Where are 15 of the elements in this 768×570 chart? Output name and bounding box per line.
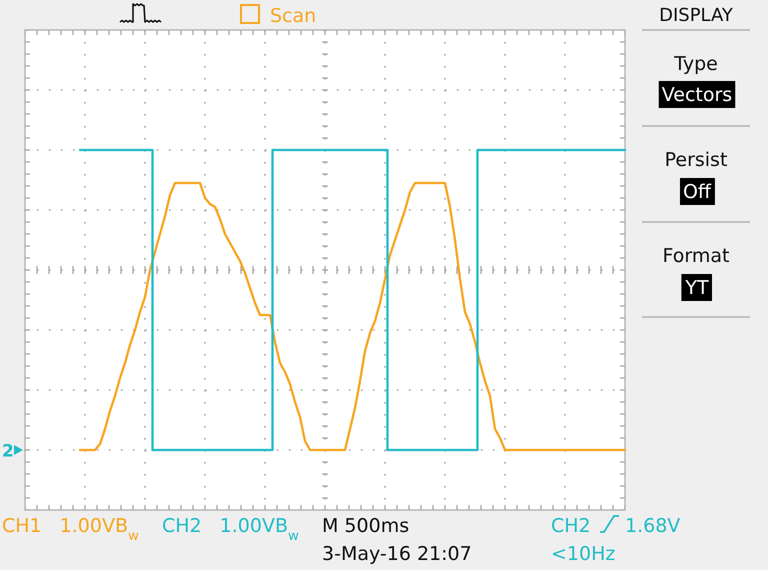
text: 2 xyxy=(2,442,14,462)
text: 1.68V xyxy=(625,515,680,537)
text: 1.00VB$_{w}$ xyxy=(220,515,299,544)
text: Type xyxy=(673,53,718,75)
text: CH2 xyxy=(162,515,202,537)
text: 3-May-16 21:07 xyxy=(322,543,472,565)
text: 1.00VB$_{w}$ xyxy=(60,515,139,544)
text: <10Hz xyxy=(551,543,616,565)
text: CH2 xyxy=(551,515,591,537)
text: DISPLAY xyxy=(659,5,734,26)
text: CH1 xyxy=(2,515,42,537)
text: M 500ms xyxy=(322,515,410,537)
text: Persist xyxy=(664,149,728,171)
text: Format xyxy=(662,245,730,267)
text: Scan xyxy=(270,5,316,27)
